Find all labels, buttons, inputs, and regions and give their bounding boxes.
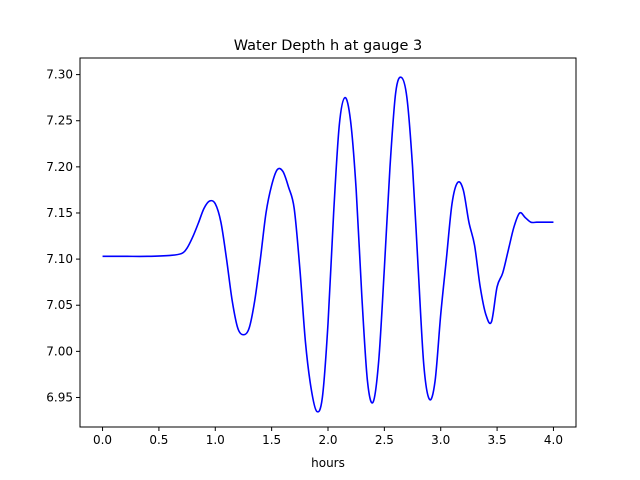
series-line	[102, 76, 554, 413]
y-tick-label: 7.20	[46, 160, 73, 174]
x-axis-label: hours	[311, 456, 345, 470]
x-tick-label: 0.0	[93, 433, 112, 447]
x-tick-label: 0.5	[149, 433, 168, 447]
y-tick-label: 7.15	[46, 206, 73, 220]
x-tick-label: 4.0	[544, 433, 563, 447]
x-axis: 0.0 0.5 1.0 1.5 2.0 2.5 3.0 3.5 4.0	[93, 427, 563, 447]
x-tick-label: 2.5	[375, 433, 394, 447]
y-tick-label: 7.05	[46, 298, 73, 312]
x-tick-label: 1.5	[262, 433, 281, 447]
y-tick-label: 7.25	[46, 114, 73, 128]
x-tick-label: 3.0	[431, 433, 450, 447]
y-tick-label: 7.00	[46, 344, 73, 358]
x-tick-label: 2.0	[318, 433, 337, 447]
y-tick-label: 7.10	[46, 252, 73, 266]
y-axis: 6.95 7.00 7.05 7.10 7.15 7.20 7.25 7.30	[46, 68, 80, 404]
y-tick-label: 6.95	[46, 390, 73, 404]
x-tick-label: 3.5	[488, 433, 507, 447]
y-tick-label: 7.30	[46, 68, 73, 82]
series-layer	[102, 76, 554, 413]
chart-title: Water Depth h at gauge 3	[234, 38, 422, 54]
plot-background	[80, 58, 576, 427]
x-tick-label: 1.0	[206, 433, 225, 447]
